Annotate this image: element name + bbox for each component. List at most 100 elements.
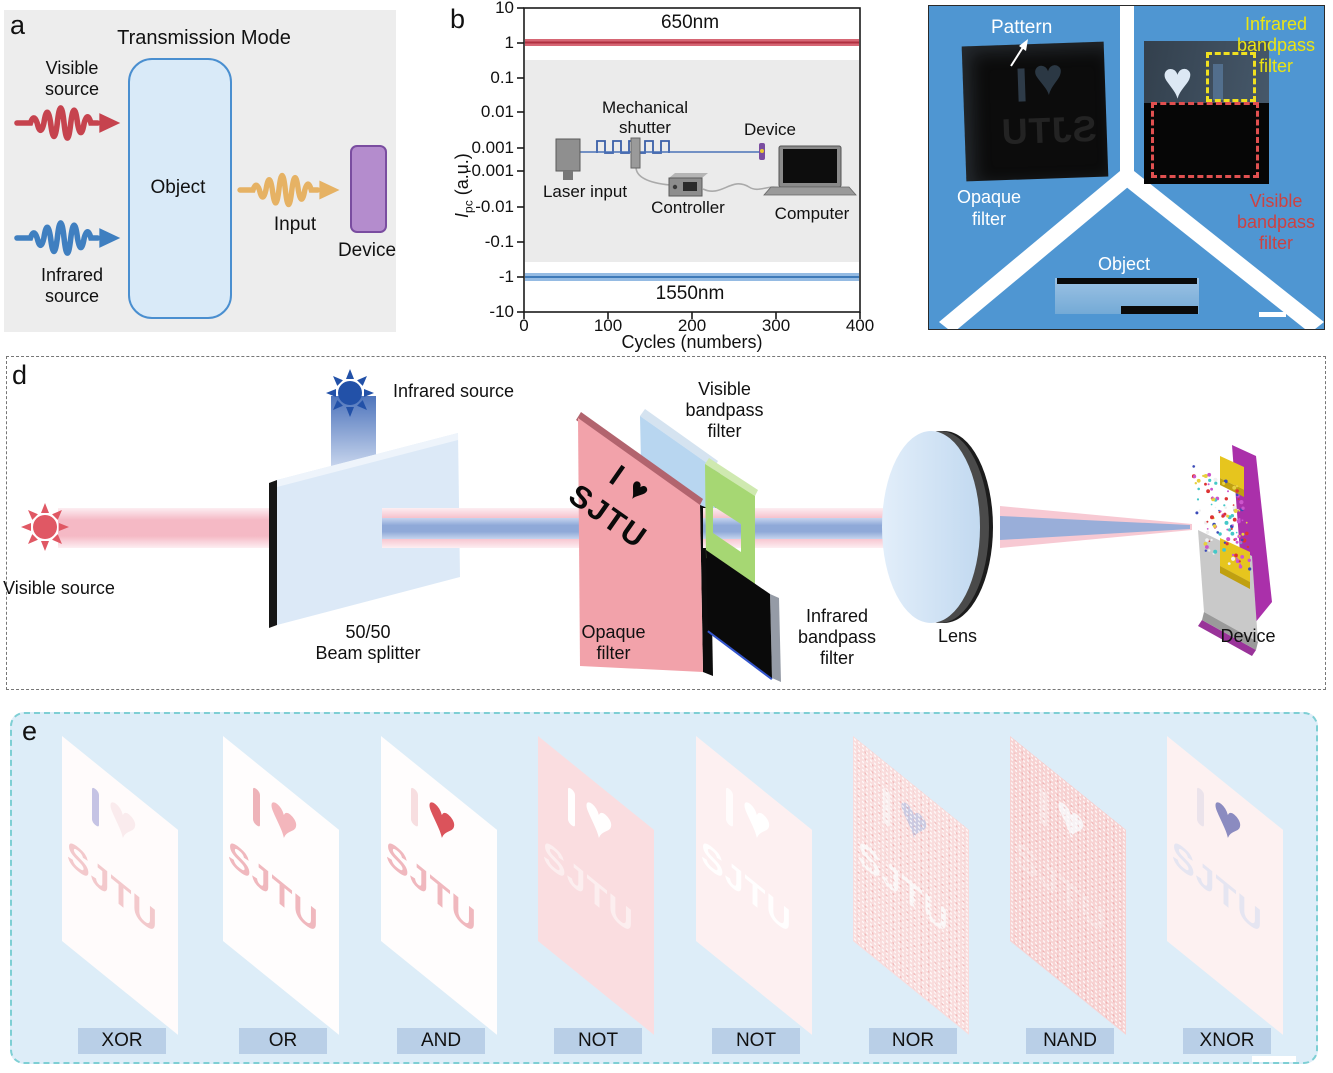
panel-e-scale-bar [1252,1056,1296,1062]
focused-beam-core [1000,516,1190,540]
y-tick-label: -1 [498,267,514,286]
gate-label-xor: XOR [78,1028,166,1054]
shutter-post-icon [630,137,641,169]
y-tick-label: -0.1 [484,232,514,251]
panel-a-title: Transmission Mode [117,27,291,49]
visible-source-label: Visible source [44,58,100,99]
molecule-layer [1191,465,1252,571]
visible-bandpass-outline [1151,102,1259,178]
laser-input-label: Laser input [542,182,628,201]
panel-d-letter: d [12,360,28,390]
x-axis-title: Cycles (numbers) [621,332,763,352]
panel-b-letter: b [450,4,466,34]
d-opaque-filter-label: Opaque filter [581,622,646,663]
gate-label-nor: NOR [869,1028,957,1054]
computer-label: Computer [774,204,850,223]
pattern-arrow-icon [1019,39,1028,51]
photo-overlay [939,6,1324,329]
sheet-i-mark [1197,786,1204,828]
d-infrared-source-label: Infrared source [393,381,515,401]
y-tick-label: -10 [489,302,514,321]
sheet-sjtu: SJTU [701,832,792,944]
lens-label: Lens [937,626,978,646]
laser-stand-icon [563,171,573,180]
sheet-heart: ♥ [1056,780,1086,861]
panel-c-photo: ♥ SJTU ♥ Pattern Opaque filter Infrared ba… [928,5,1325,330]
x-tick-label: 300 [761,316,791,335]
series-650nm-label: 650nm [660,12,720,33]
sheet-sjtu: SJTU [543,832,634,944]
gate-label-not: NOT [554,1028,642,1054]
inset-device-label: Device [744,120,796,139]
scale-bar [1259,312,1286,317]
inset-diagram [555,137,857,197]
sheet-heart: ♥ [427,780,457,861]
y-tick-label: 10 [495,0,514,17]
input-label: Input [273,214,317,235]
panel-a-letter: a [10,10,26,40]
d-infrared-bandpass-label: Infrared bandpass filter [797,606,877,668]
panel-b-plot [517,7,861,319]
y-tick-label: -0.01 [475,197,514,216]
x-tick-label: 0 [519,316,529,335]
device-3d [1191,445,1272,656]
x-tick-label: 400 [845,316,875,335]
sheet-sjtu: SJTU [1015,832,1106,944]
mechanical-shutter-label: Mechanical shutter [602,98,688,137]
filter-stack-photo: ♥ [1144,41,1269,184]
controller-icon [668,173,708,197]
y-tick-label: 0.1 [490,68,514,87]
y-tick-label: 0.001 [471,138,514,157]
y-tick-label: 0.01 [480,102,514,121]
cable-shutter-controller [635,166,671,186]
heart-cutout-white: ♥ [1162,52,1193,110]
infrared-sun-icon [326,369,374,417]
sheet-heart: ♥ [899,780,929,861]
sheet-heart: ♥ [1213,780,1243,861]
sheet-heart: ♥ [742,780,772,861]
infrared-source-label: Infrared source [40,265,104,306]
series-1550nm-label: 1550nm [655,283,725,304]
sheet-i-mark [92,786,99,828]
sheet-i-mark [1040,786,1047,828]
x-tick-label: 100 [593,316,623,335]
device-box [350,145,387,233]
panel-d-graphics [21,369,1272,682]
d-visible-source-label: Visible source [3,578,115,598]
gate-label-nand: NAND [1026,1028,1114,1054]
sheet-sjtu: SJTU [67,832,158,944]
laser-icon [555,138,581,172]
gate-label-xnor: XNOR [1183,1028,1271,1054]
sheet-i-mark [568,786,575,828]
beam-splitter-label: 50/50 Beam splitter [315,622,421,663]
controller-label: Controller [651,198,725,217]
sheet-i-mark [411,786,418,828]
d-visible-bandpass-label: Visible bandpass filter [685,379,764,441]
object-sample-photo [1055,278,1199,314]
infrared-bandpass-filter-3d [706,550,781,682]
lens-3d [882,431,993,623]
sheet-sjtu: SJTU [858,832,949,944]
sheet-i-mark [883,786,890,828]
y-tick-marks [517,7,524,313]
device-label: Device [337,240,397,261]
infrared-bandpass-outline [1206,52,1256,102]
computer-icon [763,145,857,196]
x-tick-marks [523,312,861,319]
object-photo-label: Object [1097,254,1151,274]
sheet-heart: ♥ [108,780,138,861]
gate-label-or: OR [239,1028,327,1054]
divider-stripes [939,6,1324,329]
pattern-arrow-layer [1010,39,1028,67]
gate-label-and: AND [397,1028,485,1054]
sheet-sjtu: SJTU [228,832,319,944]
sheet-sjtu: SJTU [1172,832,1263,944]
sheet-heart: ♥ [584,780,614,861]
beam-splitter [269,433,460,628]
visible-bandpass-label: Visible bandpass filter [1236,191,1316,253]
panel-e-letter: e [22,716,38,746]
visible-sun-icon [21,503,69,551]
y-tick-label: -0.001 [465,161,514,180]
x-tick-label: 200 [677,316,707,335]
